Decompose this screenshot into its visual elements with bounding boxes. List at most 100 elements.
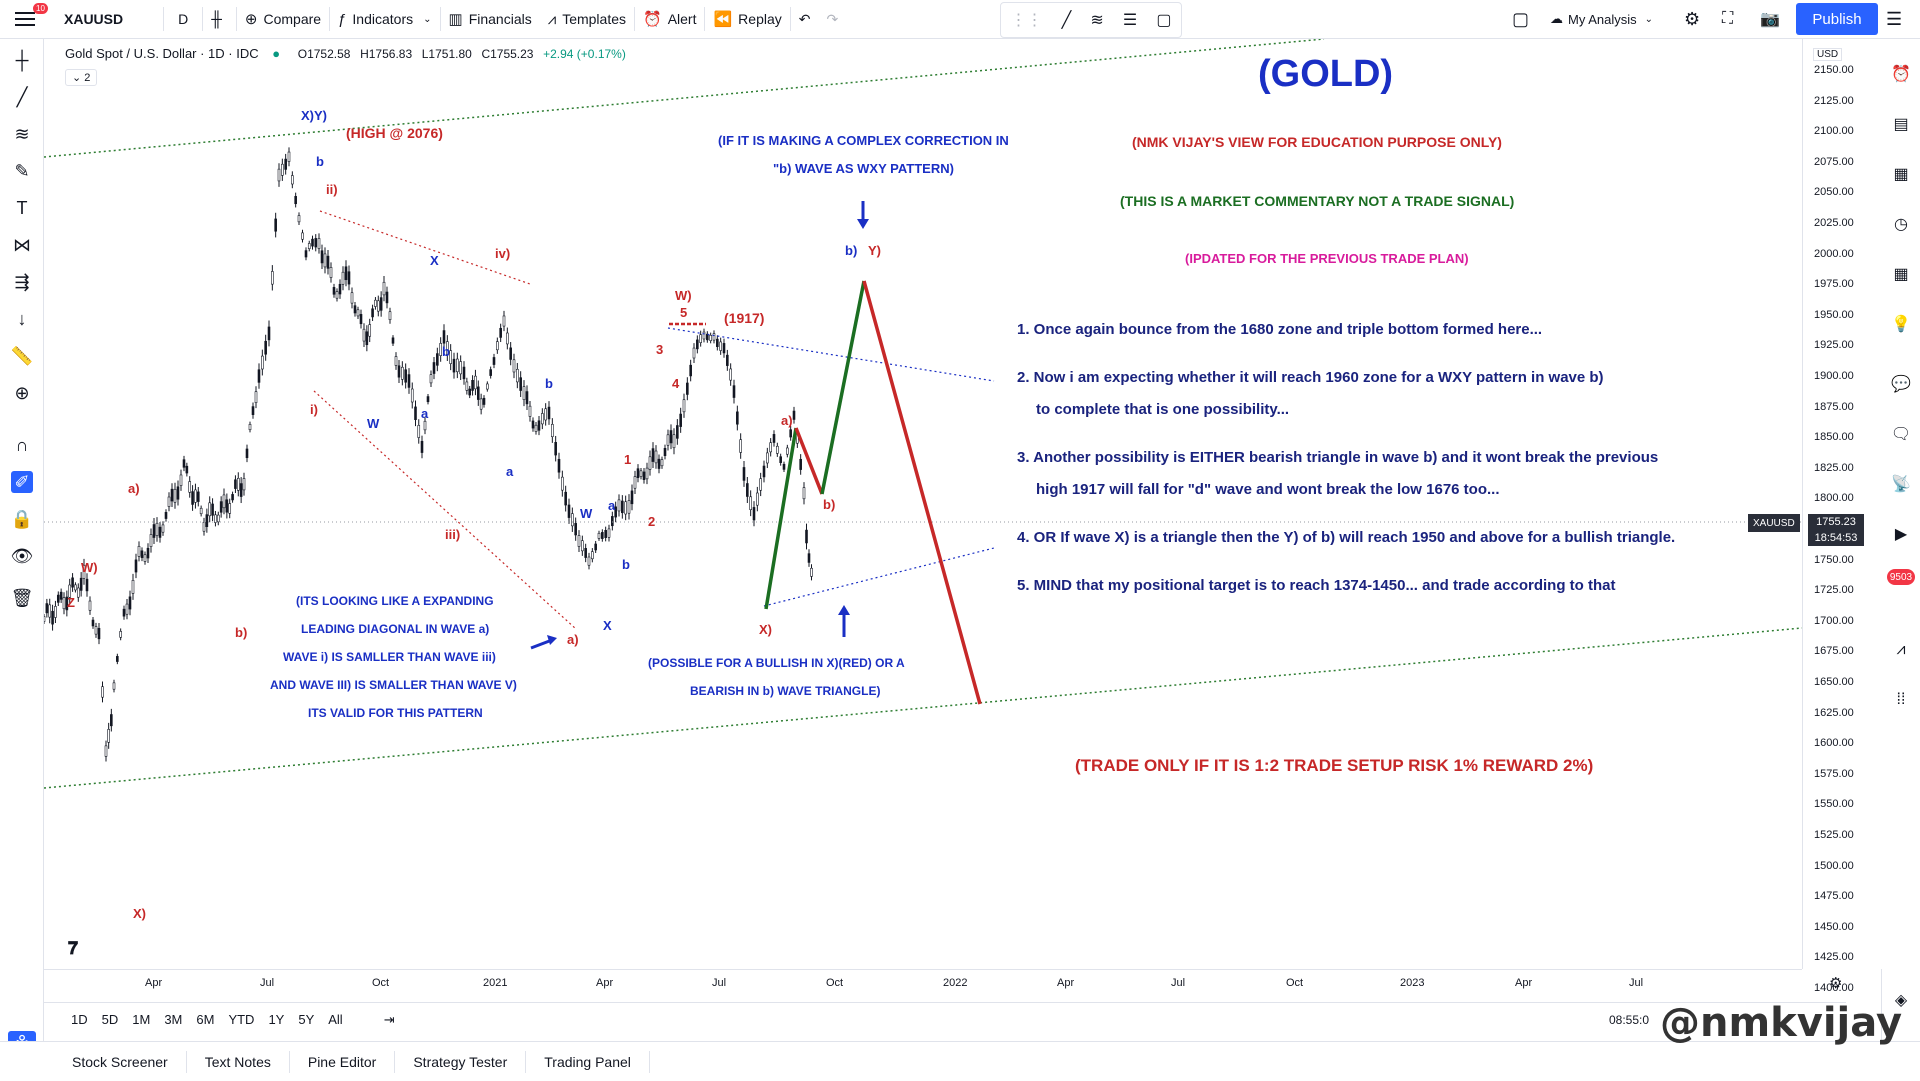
settings-button[interactable]: ⚙ — [1684, 0, 1700, 38]
graph-icon[interactable]: ⩘ — [1896, 641, 1906, 658]
fib-icon[interactable]: ☰ — [1122, 12, 1138, 29]
candle-body — [474, 375, 477, 390]
pitchfork-icon[interactable]: ≋ — [1090, 12, 1104, 29]
brush-icon[interactable]: ✎ — [14, 160, 30, 181]
menu-icon[interactable]: 10 — [0, 0, 50, 38]
watchlist-button[interactable]: ☰ — [1886, 0, 1902, 38]
prediction-icon[interactable]: ⇶ — [14, 271, 30, 292]
stream-icon[interactable]: ▶ — [1894, 526, 1908, 543]
chat-icon[interactable]: 💬 — [1891, 376, 1911, 393]
pattern-icon[interactable]: ⋈ — [13, 234, 31, 255]
range-5y[interactable]: 5Y — [298, 1012, 315, 1027]
publish-button[interactable]: Publish — [1796, 3, 1878, 35]
wave-label-b-blue: b) — [845, 243, 858, 258]
range-1y[interactable]: 1Y — [268, 1012, 285, 1027]
lock-icon[interactable]: 🔒 — [10, 508, 34, 529]
range-6m[interactable]: 6M — [196, 1012, 215, 1027]
candle-body — [577, 535, 581, 547]
calendar-icon[interactable]: ▦ — [1893, 266, 1909, 283]
redo-button[interactable]: ↷ — [819, 0, 847, 38]
chat-bubble-icon[interactable]: 🗨 — [1890, 426, 1912, 443]
candle-body — [531, 420, 535, 429]
arrow-down-icon[interactable]: ↓ — [17, 308, 27, 329]
zoom-in-icon[interactable]: ⊕ — [14, 382, 30, 403]
chart-type-button[interactable]: ╫ — [203, 0, 236, 38]
range-5d[interactable]: 5D — [101, 1012, 119, 1027]
candle-body — [301, 232, 304, 240]
legend-title[interactable]: Gold Spot / U.S. Dollar · 1D · IDC — [65, 46, 259, 61]
alarm-icon[interactable]: ⏰ — [1891, 66, 1911, 83]
indicators-button[interactable]: ƒ Indicators ⌄ — [338, 10, 432, 28]
candle-body — [225, 499, 229, 513]
chart-canvas[interactable] — [44, 39, 1802, 969]
indicators-collapse-button[interactable]: ⌄ 2 — [65, 69, 98, 86]
currency-selector[interactable]: USD — [1813, 48, 1843, 61]
clock-readout[interactable]: 08:55:0 — [1609, 1012, 1650, 1027]
candle-body — [782, 463, 786, 470]
text-icon[interactable]: T — [16, 197, 28, 218]
bulb-icon[interactable]: 💡 — [1891, 316, 1911, 333]
candle-body — [525, 391, 529, 405]
candle-body — [94, 626, 98, 635]
ruler-icon[interactable]: 📏 — [10, 345, 34, 366]
dots-grid-icon[interactable]: ⁞⁞ — [1896, 691, 1906, 708]
data-window-icon[interactable]: ▦ — [1893, 166, 1909, 183]
news-icon[interactable]: ▤ — [1893, 116, 1909, 133]
wave-label-b3: b — [545, 376, 553, 391]
layers-icon[interactable]: ◈ — [1894, 992, 1908, 1009]
magnet-icon[interactable]: ∩ — [15, 434, 29, 455]
tab-pine-editor[interactable]: Pine Editor — [290, 1050, 396, 1073]
trend-line-icon[interactable]: ╱ — [16, 86, 28, 107]
eye-icon[interactable]: 👁 — [10, 545, 34, 566]
trend-line-icon[interactable]: ╱ — [1061, 12, 1072, 29]
candle-body — [347, 271, 351, 285]
fib-retracement-icon[interactable]: ≋ — [14, 123, 30, 144]
compare-button[interactable]: ⊕ Compare — [244, 11, 322, 28]
candle-body — [374, 299, 377, 307]
candle-body — [385, 291, 389, 304]
range-all[interactable]: All — [328, 1012, 343, 1027]
clock-icon[interactable]: ◷ — [1894, 216, 1908, 233]
candle-body — [326, 255, 330, 269]
rectangle-icon[interactable]: ▢ — [1156, 12, 1172, 29]
time-axis-border — [44, 969, 1802, 970]
notification-count-badge[interactable]: 9503 — [1887, 569, 1915, 585]
range-ytd[interactable]: YTD — [228, 1012, 255, 1027]
interval-button[interactable]: D — [178, 11, 189, 27]
tradingview-logo[interactable]: 𝟕 — [68, 938, 79, 958]
price-axis[interactable]: USD — [1802, 39, 1883, 969]
replay-button[interactable]: ⏪ Replay — [713, 11, 782, 28]
range-1d[interactable]: 1D — [71, 1012, 88, 1027]
templates-button[interactable]: ⩘ Templates — [547, 10, 626, 28]
gear-icon: ⚙ — [1684, 8, 1701, 29]
candle-body — [332, 287, 336, 295]
drawing-mode-icon[interactable]: ✐ — [11, 471, 33, 493]
undo-button[interactable]: ↶ — [791, 0, 819, 38]
date-range-icon[interactable]: ⇥ — [383, 1011, 395, 1027]
candle-body — [274, 218, 277, 232]
trash-icon[interactable]: 🗑 — [10, 587, 34, 608]
broadcast-icon[interactable]: 📡 — [1891, 476, 1911, 493]
axis-settings-button[interactable]: ⚙ — [1829, 974, 1842, 992]
crosshair-icon[interactable]: ┼ — [15, 49, 29, 70]
price-label: 1625.00 — [1814, 706, 1854, 719]
layout-button[interactable]: ▢ — [1512, 0, 1529, 38]
symbol-search-button[interactable]: XAUUSD — [64, 11, 124, 27]
my-analysis-button[interactable]: ☁ My Analysis ⌄ — [1550, 11, 1654, 27]
fullscreen-button[interactable]: ⛶ — [1722, 0, 1733, 38]
tab-strategy-tester[interactable]: Strategy Tester — [395, 1050, 527, 1073]
alert-button[interactable]: ⏰ Alert — [643, 11, 697, 28]
range-1m[interactable]: 1M — [132, 1012, 151, 1027]
candle-body — [465, 381, 469, 391]
range-3m[interactable]: 3M — [164, 1012, 183, 1027]
tab-stock-screener[interactable]: Stock Screener — [54, 1050, 187, 1073]
diagonal-note-4: AND WAVE III) IS SMALLER THAN WAVE V) — [270, 678, 517, 692]
financials-button[interactable]: ▥ Financials — [448, 11, 532, 28]
price-label: 1750.00 — [1814, 553, 1854, 566]
drag-handle-icon[interactable]: ⋮⋮ — [1010, 12, 1043, 29]
tab-trading-panel[interactable]: Trading Panel — [526, 1050, 650, 1073]
snapshot-button[interactable]: 📷 — [1760, 0, 1780, 38]
wave-label-b: b — [316, 154, 324, 169]
time-label: Apr — [145, 977, 163, 989]
tab-text-notes[interactable]: Text Notes — [187, 1050, 290, 1073]
